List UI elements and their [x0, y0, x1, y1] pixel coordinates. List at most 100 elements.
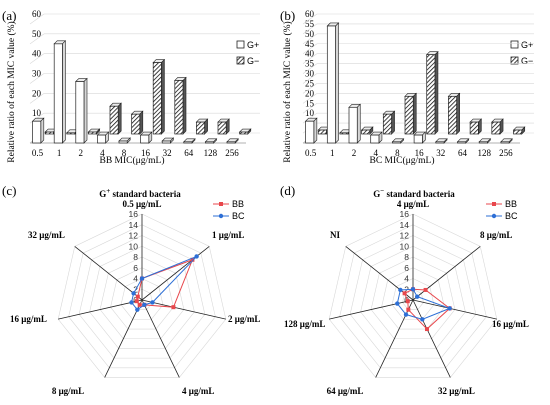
radar-point-bb	[137, 302, 142, 307]
bar-front	[491, 121, 501, 135]
bar-front	[131, 113, 141, 135]
bar-gminus	[130, 110, 144, 135]
bar-front	[382, 113, 392, 135]
bar-front	[32, 120, 42, 144]
bar-side	[83, 77, 88, 144]
radar-grid-ring	[110, 267, 174, 330]
panel-label-d: (d)	[280, 183, 295, 198]
legend-marker-bb-c	[219, 202, 223, 206]
radar-point-bb	[405, 299, 410, 304]
bar-side	[161, 58, 165, 135]
radar-point-bc	[447, 306, 452, 311]
radar-tick-label: 14	[129, 220, 139, 230]
bar-front	[152, 62, 162, 135]
y-tick-label: 15	[305, 98, 315, 108]
bar-gminus	[425, 50, 439, 135]
bar-side	[456, 92, 460, 135]
x-tick-label: 16	[415, 148, 425, 158]
gridline-side	[302, 13, 318, 25]
radar-axis-label: NI	[330, 230, 340, 240]
radar-axis-label: 1 μg/mL	[212, 230, 244, 240]
gridline-side	[29, 33, 45, 45]
bar-front	[183, 141, 193, 144]
radar-point-bc	[131, 291, 136, 296]
radar-tick-label: 10	[400, 241, 410, 251]
radar-title-c: G+ standard bacteria	[99, 187, 181, 199]
radar-spoke	[329, 299, 414, 320]
legend-marker-bc-c	[218, 213, 224, 219]
radar-series-bc	[396, 288, 452, 320]
bar-gplus	[161, 137, 175, 144]
legend-label-bb-c: BB	[232, 199, 244, 209]
y-tick-label: 60	[305, 9, 315, 19]
x-axis-label-a: BB MIC(μg/mL)	[100, 155, 165, 166]
radar-spoke	[141, 299, 180, 378]
bar-gplus	[304, 117, 318, 144]
radar-spoke	[412, 246, 481, 301]
radar-grid-ring	[78, 235, 206, 359]
bar-gminus	[404, 92, 417, 135]
y-tick-label: 10	[305, 108, 315, 118]
bar-gplus	[75, 77, 88, 144]
radar-grid-ring	[89, 245, 195, 349]
legend-b: G+ G−	[510, 40, 533, 66]
bar-front	[118, 140, 128, 144]
y-tick-label: 60	[32, 9, 42, 19]
bar-gplus	[31, 117, 45, 144]
radar-point-bb	[406, 307, 411, 312]
radar-axis-label: 4 μg/mL	[397, 199, 429, 209]
bar-gminus	[491, 118, 504, 135]
legend-marker-bb-d	[492, 202, 496, 206]
y-tick-label: 50	[305, 29, 315, 39]
radar-spoke	[412, 299, 497, 320]
bar-front	[88, 131, 97, 135]
bar-chart-bc: Relative ratio of each MIC value (%) BC …	[282, 9, 534, 166]
radar-axis-label: 32 μg/mL	[28, 230, 65, 240]
x-tick-label: 128	[204, 148, 218, 158]
legend-label-gminus-a: G−	[247, 56, 259, 66]
radar-point-bc	[139, 276, 145, 281]
radar-grid-ring	[391, 278, 435, 320]
radar-point-bb	[135, 294, 140, 299]
bar-side	[335, 22, 339, 144]
y-tick-label: 40	[305, 49, 315, 59]
bar-side	[412, 92, 417, 135]
bar-front	[44, 131, 54, 135]
gridline-side	[302, 103, 318, 114]
legend-label-gplus-b: G+	[521, 40, 533, 50]
radar-point-bc	[420, 317, 425, 322]
radar-tick-label: 6	[133, 263, 138, 273]
radar-tick-label: 16	[129, 209, 139, 219]
bar-side	[40, 117, 45, 144]
bar-front	[339, 132, 349, 135]
bar-front	[226, 141, 236, 144]
radar-grid-ring	[349, 235, 477, 359]
radar-point-bc	[415, 294, 420, 299]
gridline-side	[29, 73, 45, 84]
bar-gminus	[469, 118, 483, 135]
radar-spoke	[74, 246, 143, 301]
x-tick-label: 8	[395, 148, 400, 158]
panel-label-a: (a)	[2, 8, 16, 23]
bar-gplus	[204, 138, 218, 144]
legend-swatch-gminus-a	[236, 56, 245, 65]
bar-gplus	[326, 22, 340, 144]
radar-grid-ring	[360, 245, 466, 349]
bar-front	[161, 140, 171, 144]
x-tick-label: 1	[330, 148, 335, 158]
y-axis-label-b: Relative ratio of each MIC value (%)	[282, 21, 293, 162]
radar-point-bc	[129, 300, 134, 305]
bar-gminus	[217, 118, 230, 135]
y-tick-label: 20	[305, 88, 315, 98]
bar-front	[305, 120, 315, 144]
radar-axis-label: 2 μg/mL	[228, 314, 260, 324]
bar-front	[404, 95, 414, 135]
radar-grid-ring	[328, 213, 498, 378]
x-tick-label: 2	[79, 148, 84, 158]
gridline-side	[302, 93, 318, 104]
bar-front	[478, 141, 488, 144]
bar-gplus	[118, 137, 131, 144]
x-tick-label: 64	[458, 148, 468, 158]
radar-spoke	[412, 299, 451, 378]
bar-gplus	[391, 138, 405, 144]
